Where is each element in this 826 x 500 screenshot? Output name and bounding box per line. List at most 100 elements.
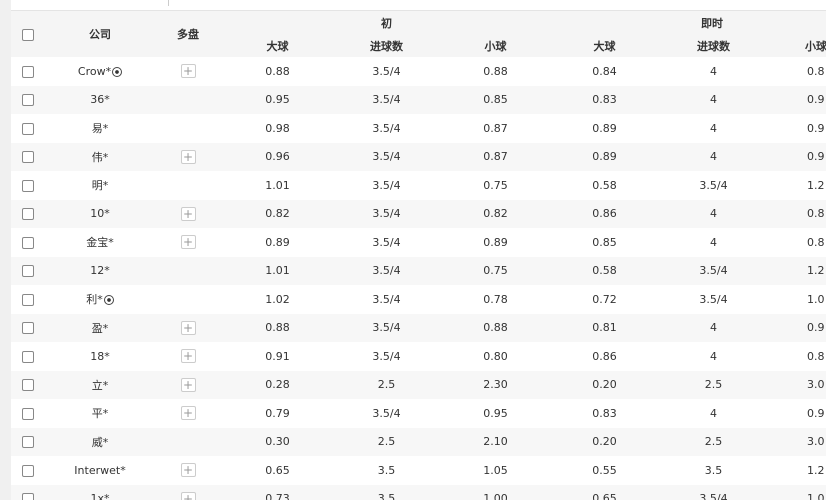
expand-plus-button[interactable]: +: [180, 377, 196, 392]
company-name: 立*: [91, 378, 109, 392]
row-checkbox[interactable]: [21, 265, 34, 278]
row-checkbox[interactable]: [21, 208, 34, 221]
multi-cell: +: [156, 228, 220, 257]
live-goals: 3.5/4: [699, 292, 728, 306]
company-name: 1x*: [90, 492, 110, 500]
initial-goals: 3.5/4: [335, 142, 438, 171]
initial-under: 1.00: [438, 484, 554, 500]
table-row: 伟* +0.96 3.5/4 0.87 0.89 4 0.9: [11, 142, 826, 171]
row-checkbox[interactable]: [21, 350, 34, 363]
expand-plus-button[interactable]: +: [180, 320, 196, 335]
header-multi: 多盘: [156, 11, 220, 57]
row-select-cell[interactable]: [11, 399, 44, 428]
live-over: 0.89: [553, 142, 657, 171]
initial-goals: 3.5: [335, 484, 438, 500]
row-select-cell[interactable]: [11, 228, 44, 257]
row-checkbox[interactable]: [21, 94, 34, 107]
row-select-cell[interactable]: [11, 484, 44, 500]
multi-cell: +: [156, 57, 220, 86]
row-checkbox[interactable]: [21, 65, 34, 78]
row-select-cell[interactable]: [11, 171, 44, 200]
row-checkbox[interactable]: [21, 436, 34, 449]
initial-under: 0.78: [483, 292, 508, 306]
row-select-cell[interactable]: [11, 85, 44, 114]
live-over: 0.86: [592, 349, 617, 363]
expand-plus-button[interactable]: +: [180, 491, 196, 500]
table-row: Crow* +0.88 3.5/4 0.88 0.84 4 0.8: [11, 57, 826, 86]
row-select-cell[interactable]: [11, 313, 44, 342]
company-name: 10*: [90, 207, 110, 221]
row-checkbox[interactable]: [21, 293, 34, 306]
company-name: 盈*: [91, 321, 109, 335]
company-name: Crow*: [77, 64, 112, 78]
expand-plus-button[interactable]: +: [180, 206, 196, 221]
live-goals: 3.5/4: [656, 484, 772, 500]
row-checkbox[interactable]: [21, 407, 34, 420]
row-select-cell[interactable]: [11, 57, 44, 86]
initial-over: 1.01: [265, 178, 290, 192]
row-select-cell[interactable]: [11, 370, 44, 399]
live-under: 3.0: [771, 370, 826, 399]
multi-cell: [156, 114, 220, 143]
company-cell: Interwet*: [44, 456, 156, 485]
header-initial-over: 大球: [220, 34, 335, 57]
live-over: 0.58: [592, 178, 617, 192]
company-name: 威*: [91, 435, 109, 449]
live-under: 1.2: [807, 463, 825, 477]
header-initial: 初: [220, 11, 554, 34]
header-initial-goals: 进球数: [335, 34, 438, 57]
live-under: 3.0: [771, 427, 826, 456]
live-under: 1.2: [771, 256, 826, 285]
expand-plus-button[interactable]: +: [180, 406, 196, 421]
initial-over: 0.82: [220, 199, 335, 228]
header-company: 公司: [44, 11, 156, 57]
soccer-ball-icon: [112, 66, 123, 77]
row-checkbox[interactable]: [21, 379, 34, 392]
row-checkbox[interactable]: [21, 179, 34, 192]
initial-under: 0.85: [438, 85, 554, 114]
initial-over: 1.02: [265, 292, 290, 306]
multi-cell: [156, 285, 220, 314]
live-goals: 4: [656, 313, 772, 342]
row-checkbox[interactable]: [21, 236, 34, 249]
row-checkbox[interactable]: [21, 464, 34, 477]
multi-cell: [156, 427, 220, 456]
expand-plus-button[interactable]: +: [180, 235, 196, 250]
table-row: 18* +0.91 3.5/4 0.80 0.86 4 0.8: [11, 342, 826, 371]
row-select-cell[interactable]: [11, 256, 44, 285]
live-goals: 2.5: [656, 427, 772, 456]
company-cell: 威*: [44, 427, 156, 456]
odds-table: 公司 多盘 初 即时 大球 进球数 小球 大球 进球数 小球 Crow* +0.8…: [11, 11, 826, 500]
row-select-cell[interactable]: [11, 142, 44, 171]
top-bar: [11, 0, 826, 11]
company-cell: Crow*: [44, 57, 156, 86]
row-select-cell[interactable]: [11, 342, 44, 371]
expand-plus-button[interactable]: +: [180, 349, 196, 364]
row-checkbox[interactable]: [21, 122, 34, 135]
row-select-cell[interactable]: [11, 456, 44, 485]
row-select-cell[interactable]: [11, 285, 44, 314]
expand-plus-button[interactable]: +: [180, 64, 196, 79]
initial-goals: 3.5/4: [372, 178, 401, 192]
row-select-cell[interactable]: [11, 114, 44, 143]
odds-table-container: 公司 多盘 初 即时 大球 进球数 小球 大球 进球数 小球 Crow* +0.8…: [11, 11, 826, 500]
expand-plus-button[interactable]: +: [180, 463, 196, 478]
live-goals: 4: [710, 349, 718, 363]
live-over: 0.65: [553, 484, 657, 500]
header-live: 即时: [553, 11, 826, 34]
table-row: 威* 0.30 2.5 2.10 0.20 2.5 3.0: [11, 427, 826, 456]
live-under: 0.8: [771, 199, 826, 228]
expand-plus-button[interactable]: +: [180, 149, 196, 164]
row-checkbox[interactable]: [21, 151, 34, 164]
row-select-cell[interactable]: [11, 199, 44, 228]
select-all-header[interactable]: [11, 11, 44, 57]
row-checkbox[interactable]: [21, 493, 34, 500]
company-cell: 立*: [44, 370, 156, 399]
initial-under: 0.87: [483, 121, 508, 135]
row-select-cell[interactable]: [11, 427, 44, 456]
row-checkbox[interactable]: [21, 322, 34, 335]
select-all-checkbox[interactable]: [21, 28, 34, 41]
initial-goals: 3.5: [377, 463, 396, 477]
live-over: 0.20: [553, 370, 657, 399]
multi-cell: +: [156, 342, 220, 371]
